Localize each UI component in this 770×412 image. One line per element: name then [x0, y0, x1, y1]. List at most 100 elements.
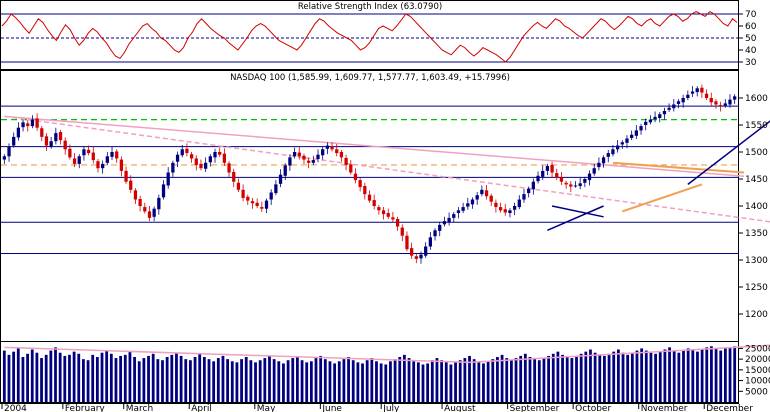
candle-body: [138, 198, 142, 206]
candle-body: [723, 103, 727, 106]
candle-body: [480, 189, 484, 195]
candle-body: [297, 152, 301, 157]
candle-body: [194, 158, 198, 165]
candle-body: [658, 114, 662, 118]
candle-body: [307, 160, 311, 163]
candle-body: [105, 156, 109, 163]
x-tick-label: October: [575, 404, 611, 412]
candle-body: [494, 202, 498, 208]
candle-body: [442, 221, 447, 225]
candle-body: [733, 96, 737, 100]
candle-body: [40, 128, 44, 137]
x-tick-label: September: [510, 404, 560, 412]
candle-body: [695, 88, 699, 93]
price-y-tick-label: 1550: [745, 121, 768, 131]
candle-body: [278, 174, 283, 184]
candle-body: [180, 149, 184, 156]
candle-body: [620, 142, 624, 145]
candle-body: [26, 123, 30, 127]
price-trendline: [551, 205, 604, 218]
x-tick-label: February: [65, 404, 106, 412]
volume-y-tick-label: 10000: [745, 377, 770, 387]
x-tick-label: April: [191, 404, 212, 412]
candle-body: [512, 206, 517, 210]
x-tick-label: 2004: [4, 404, 27, 412]
candle-body: [241, 189, 245, 198]
candle-body: [381, 210, 386, 215]
candle-body: [110, 152, 114, 157]
candle-body: [681, 98, 685, 103]
candle-body: [232, 171, 236, 182]
candle-body: [625, 138, 629, 143]
candle-body: [484, 190, 489, 197]
price-y-tick-label: 1400: [745, 202, 768, 212]
candle-body: [615, 145, 620, 150]
rsi-y-tick-label: 40: [745, 46, 757, 56]
candle-body: [517, 199, 521, 208]
volume-panel: 500010000150002000025000: [2, 344, 770, 402]
candle-body: [255, 202, 259, 206]
price-trendline: [612, 161, 745, 174]
candle-body: [222, 153, 227, 163]
candle-body: [269, 192, 273, 200]
candle-body: [419, 254, 423, 259]
candle-body: [292, 152, 297, 157]
candle-body: [690, 91, 695, 94]
candle-body: [166, 172, 170, 186]
candle-body: [367, 194, 372, 201]
price-panel: 1200 1250 1300 1350 1400 1450 1500 1550 1600: [1, 84, 770, 320]
candle-body: [115, 151, 119, 159]
candle-body: [386, 213, 390, 217]
x-tick-label: March: [126, 404, 153, 412]
candle-body: [2, 156, 6, 160]
candle-body: [12, 136, 16, 146]
rsi-y-tick-label: 30: [745, 58, 757, 68]
volume-trendline: [4, 346, 470, 364]
candle-body: [395, 218, 400, 227]
candle-body: [536, 175, 540, 182]
candle-body: [728, 99, 732, 105]
rsi-title: Relative Strength Index (63.0790): [298, 2, 442, 12]
candle-body: [316, 154, 320, 160]
candle-body: [49, 141, 53, 147]
candle-body: [414, 256, 418, 259]
candle-body: [21, 122, 25, 128]
candle-body: [461, 207, 465, 211]
rsi-y-tick-label: 60: [745, 22, 757, 32]
candle-body: [157, 197, 161, 210]
price-y-tick-label: 1600: [745, 94, 768, 104]
candle-body: [7, 146, 11, 157]
candle-body: [377, 207, 381, 211]
candle-body: [601, 157, 606, 164]
x-tick-label: May: [257, 404, 276, 412]
candle-body: [541, 170, 545, 177]
x-tick-label: November: [641, 404, 688, 412]
candle-body: [559, 177, 564, 182]
candle-body: [96, 161, 100, 169]
rsi-y-tick-label: 50: [745, 34, 757, 44]
price-y-tick-label: 1450: [745, 175, 768, 185]
candle-body: [213, 152, 217, 158]
candle-body: [630, 134, 634, 138]
candle-body: [124, 170, 128, 182]
candle-body: [339, 152, 344, 158]
rsi-series-line: [1, 10, 738, 63]
candle-body: [466, 203, 470, 207]
volume-panel-frame: [0, 341, 739, 403]
x-tick-label: December: [706, 404, 753, 412]
rsi-panel-frame: [0, 0, 739, 70]
candle-body: [68, 148, 72, 158]
price-y-tick-label: 1200: [745, 310, 768, 320]
candle-body: [644, 121, 648, 125]
rsi-y-tick-label: 70: [745, 10, 757, 20]
candle-body: [91, 152, 95, 161]
candle-body: [611, 149, 615, 155]
candle-body: [82, 149, 86, 156]
candle-body: [597, 162, 601, 168]
candle-body: [335, 149, 339, 154]
candle-body: [667, 107, 671, 110]
candle-body: [330, 146, 334, 150]
candle-body: [522, 194, 526, 200]
candle-body: [372, 200, 376, 206]
